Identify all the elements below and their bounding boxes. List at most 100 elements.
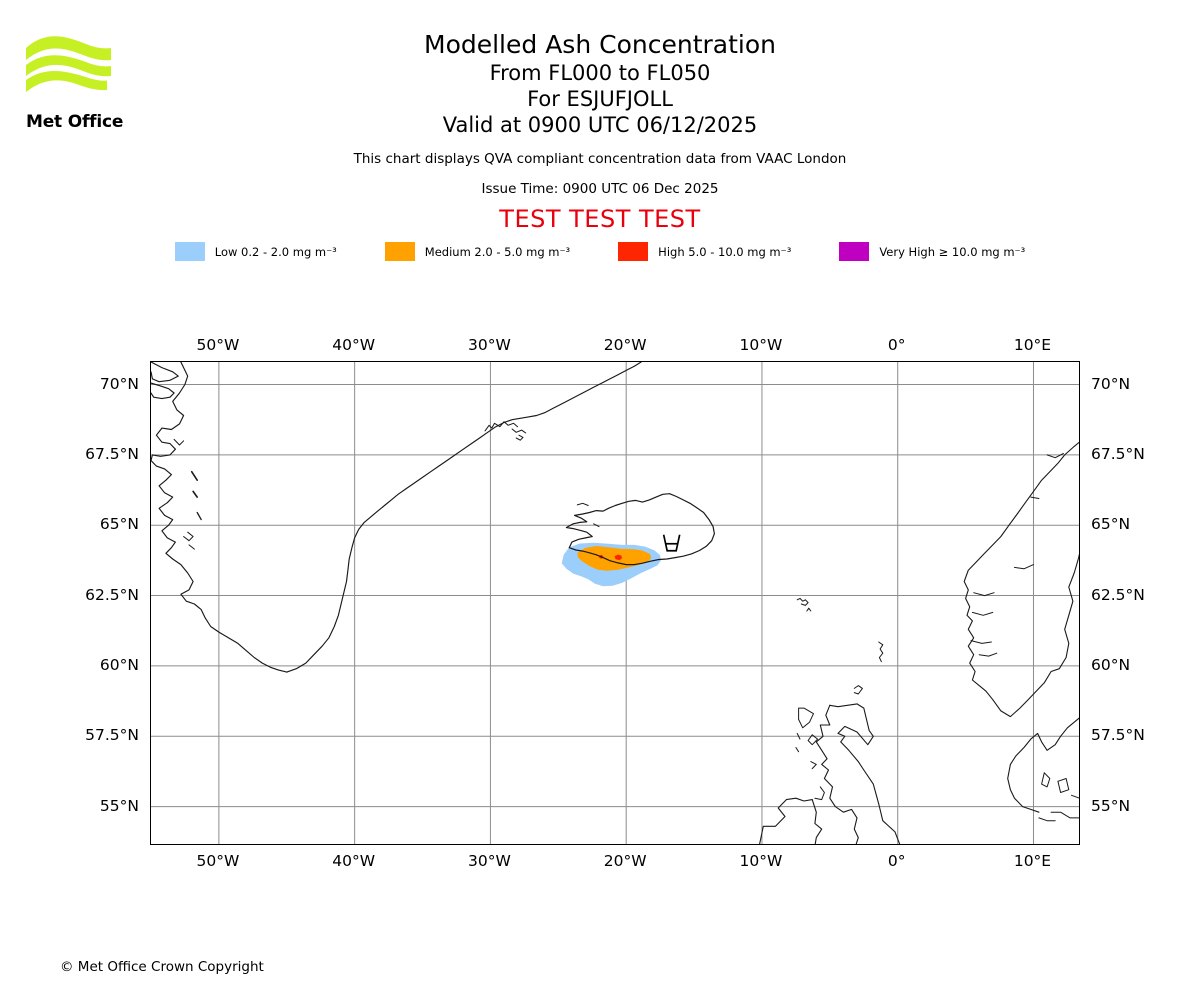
axis-label-lat-left: 60°N [99, 655, 139, 674]
copyright-notice: © Met Office Crown Copyright [60, 959, 264, 975]
coastline-mull [810, 761, 817, 770]
axis-label-lon-top: 40°W [332, 336, 376, 354]
title-block: Modelled Ash Concentration From FL000 to… [0, 0, 1200, 233]
volcano-icon[interactable] [662, 534, 681, 552]
coastline-greenland-east [286, 362, 642, 673]
coastline-norway-fjord2 [971, 611, 994, 616]
coastline-ireland-north [759, 797, 813, 844]
coastline-greenland-detail2 [190, 470, 198, 481]
axis-label-lon-top: 10°E [1013, 336, 1052, 354]
coastline-norway-lofoten [1046, 453, 1064, 459]
met-office-waves-icon [26, 36, 111, 92]
coastline-greenland-west [151, 362, 288, 673]
axis-label-lon-bottom: 30°W [468, 852, 511, 870]
axis-label-lat-left: 70°N [99, 374, 139, 393]
legend-item-very-high: Very High ≥ 10.0 mg m⁻³ [839, 242, 1025, 261]
coastline-great-britain-east [837, 703, 901, 844]
volcano-name: For ESJUFJOLL [527, 87, 673, 111]
axis-label-lon-top: 30°W [468, 336, 511, 354]
coastline-denmark-funen [1041, 772, 1051, 788]
coastline-greenland-fjords2 [511, 428, 527, 434]
coastline-greenland-detail3 [192, 490, 198, 498]
coastline-faroe-islands [796, 597, 809, 606]
ash-contour-high [614, 554, 623, 561]
coastline-iceland-nw-fjords [576, 502, 589, 506]
axis-label-lon-bottom: 20°W [603, 852, 647, 870]
axis-label-lat-right: 57.5°N [1091, 726, 1145, 745]
axis-label-lon-bottom: 0° [887, 852, 906, 870]
legend-item-medium: Medium 2.0 - 5.0 mg m⁻³ [384, 242, 571, 261]
coastline-lewis-harris [798, 707, 814, 729]
legend-swatch-medium [384, 242, 415, 261]
axis-label-lon-bottom: 40°W [332, 852, 376, 870]
brand-name: Met Office [26, 112, 124, 132]
ash-concentration-map[interactable]: 50°W 50°W 40°W 40°W 30°W 30°W 20°W 20°W 10°W 10°W… [85, 336, 1145, 870]
axis-label-lat-left: 57.5°N [85, 726, 139, 745]
coastline-islay-arran [814, 786, 825, 801]
coastline-norway-fjord3 [970, 640, 992, 644]
qva-note: This chart displays QVA compliant concen… [353, 151, 847, 167]
coastline-germany-coast [1038, 817, 1056, 822]
axis-label-lat-left: 62.5°N [85, 585, 139, 604]
legend-swatch-very-high [839, 242, 870, 261]
coastline-iceland-detail [593, 523, 600, 528]
coastline-norway-detail [1030, 496, 1040, 499]
coastline-germany-baltic [1050, 811, 1079, 819]
legend-item-low: Low 0.2 - 2.0 mg m⁻³ [174, 242, 337, 261]
legend-item-high: High 5.0 - 10.0 mg m⁻³ [618, 242, 791, 261]
map-plot-frame[interactable] [150, 361, 1080, 845]
map-gridlines [151, 362, 1079, 844]
met-office-logo: Met Office [14, 22, 124, 132]
legend-label-high: High 5.0 - 10.0 mg m⁻³ [658, 244, 792, 259]
coastline-uist [796, 732, 801, 740]
issue-time: Issue Time: 0900 UTC 06 Dec 2025 [481, 181, 719, 197]
axis-label-lat-right: 62.5°N [1091, 585, 1145, 604]
test-banner: TEST TEST TEST [499, 205, 701, 233]
volcano-cone [662, 534, 681, 552]
coastline-iceland [565, 493, 715, 566]
legend-label-medium: Medium 2.0 - 5.0 mg m⁻³ [424, 244, 571, 259]
axis-label-lon-top: 10°W [739, 336, 783, 354]
coastline-great-britain-west [815, 704, 859, 844]
axis-label-lat-right: 60°N [1091, 655, 1131, 674]
coastline-sweden-skane [1071, 794, 1079, 799]
flight-level-range: From FL000 to FL050 [489, 61, 711, 85]
axis-label-lon-bottom: 50°W [196, 852, 240, 870]
legend-swatch-high [618, 242, 649, 261]
coastline-greenland-detail6 [188, 544, 195, 550]
axis-label-lat-left: 67.5°N [85, 444, 139, 463]
concentration-legend: Low 0.2 - 2.0 mg m⁻³ Medium 2.0 - 5.0 mg… [0, 242, 1200, 261]
coastline-skye [807, 734, 819, 746]
coastline-greenland-nw-island [151, 362, 179, 383]
axis-label-lat-left: 65°N [99, 515, 139, 534]
legend-swatch-low [174, 242, 205, 261]
coastline-greenland-fjords [484, 421, 519, 432]
coastline-greenland-detail5 [183, 531, 194, 542]
coastline-shetland [878, 641, 884, 663]
axis-label-lat-right: 55°N [1091, 796, 1131, 815]
axis-label-lon-top: 0° [887, 336, 906, 354]
coastline-greenland-island [515, 434, 524, 441]
coastline-norway-trondheim [1014, 564, 1034, 570]
axis-label-lat-right: 70°N [1091, 374, 1131, 393]
coastline-denmark-zealand [1057, 778, 1070, 793]
axis-label-lon-top: 50°W [196, 336, 240, 354]
legend-label-very-high: Very High ≥ 10.0 mg m⁻³ [879, 244, 1026, 259]
coastline-barra [795, 747, 800, 753]
coastline-greenland-detail4 [196, 511, 202, 521]
coastline-greenland-disko [151, 382, 175, 400]
coastline-norway-fjord4 [978, 652, 998, 657]
coastline-scotland-north [829, 703, 858, 708]
legend-label-low: Low 0.2 - 2.0 mg m⁻³ [214, 244, 337, 259]
coastline-norway-fjord1 [973, 592, 995, 597]
axis-label-lat-left: 55°N [99, 796, 139, 815]
coastline-orkney [853, 685, 863, 695]
page-title: Modelled Ash Concentration [424, 30, 776, 59]
coastline-denmark-jutland [1007, 717, 1079, 813]
axis-label-lon-top: 20°W [603, 336, 647, 354]
coastline-norway [963, 441, 1079, 718]
valid-time: Valid at 0900 UTC 06/12/2025 [442, 113, 758, 137]
axis-label-lon-bottom: 10°E [1013, 852, 1052, 870]
coastline-ireland-east [811, 799, 823, 844]
coastline-faroe-suduroy [806, 607, 812, 612]
